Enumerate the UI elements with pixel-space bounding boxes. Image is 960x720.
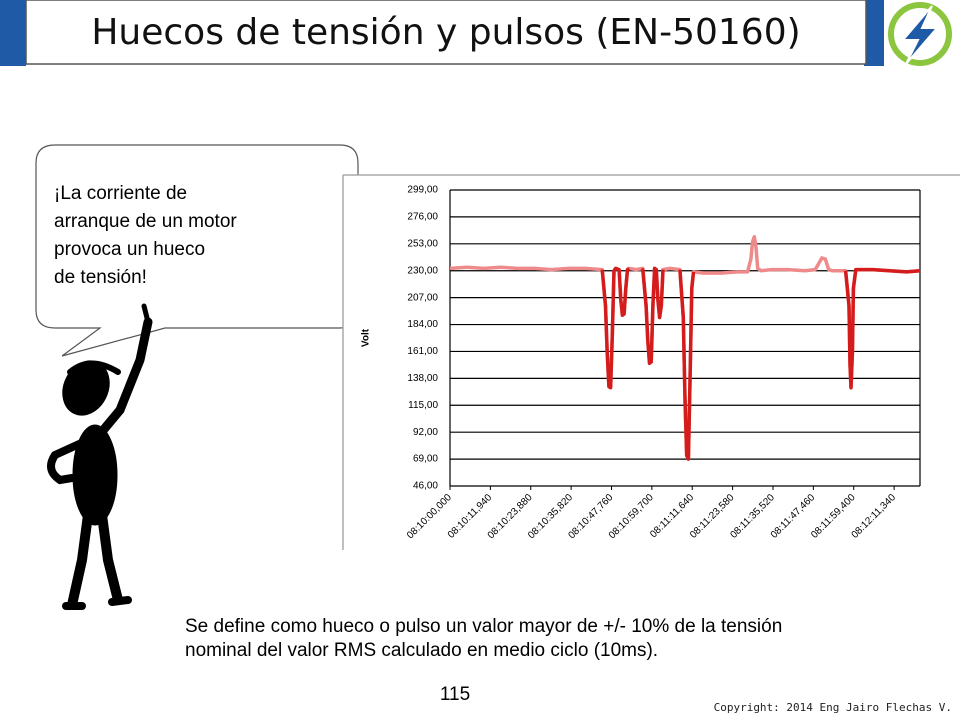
bubble-line: arranque de un motor xyxy=(54,211,237,232)
y-tick-label: 253,00 xyxy=(407,238,438,249)
bubble-line: ¡La corriente de xyxy=(54,183,187,204)
definition-line: nominal del valor RMS calculado en medio… xyxy=(185,640,658,661)
y-tick-label: 184,00 xyxy=(407,319,438,330)
bubble-line: provoca un hueco xyxy=(54,239,205,260)
y-tick-label: 92,00 xyxy=(413,427,438,438)
page-number: 115 xyxy=(440,684,470,705)
copyright: Copyright: 2014 Eng Jairo Flechas V. xyxy=(714,701,952,714)
title: Huecos de tensión y pulsos (EN-50160) xyxy=(91,12,800,53)
bubble-line: de tensión! xyxy=(54,267,147,288)
y-tick-label: 138,00 xyxy=(407,373,438,384)
y-tick-label: 276,00 xyxy=(407,212,438,223)
y-tick-label: 46,00 xyxy=(413,481,438,492)
y-tick-label: 161,00 xyxy=(407,346,438,357)
y-tick-label: 230,00 xyxy=(407,265,438,276)
y-tick-label: 299,00 xyxy=(407,185,438,196)
header-bar-right xyxy=(864,0,884,66)
stick-figure xyxy=(47,303,153,610)
speech-bubble xyxy=(35,144,359,357)
y-tick-label: 207,00 xyxy=(407,292,438,303)
data-line xyxy=(600,266,921,461)
header-bar-left xyxy=(0,0,26,66)
title-box xyxy=(25,0,867,65)
definition-line: Se define como hueco o pulso un valor ma… xyxy=(185,616,782,637)
y-axis-title: Volt xyxy=(361,328,372,347)
y-tick-label: 69,00 xyxy=(413,454,438,465)
y-tick-label: 115,00 xyxy=(408,400,438,411)
logo xyxy=(888,2,952,66)
